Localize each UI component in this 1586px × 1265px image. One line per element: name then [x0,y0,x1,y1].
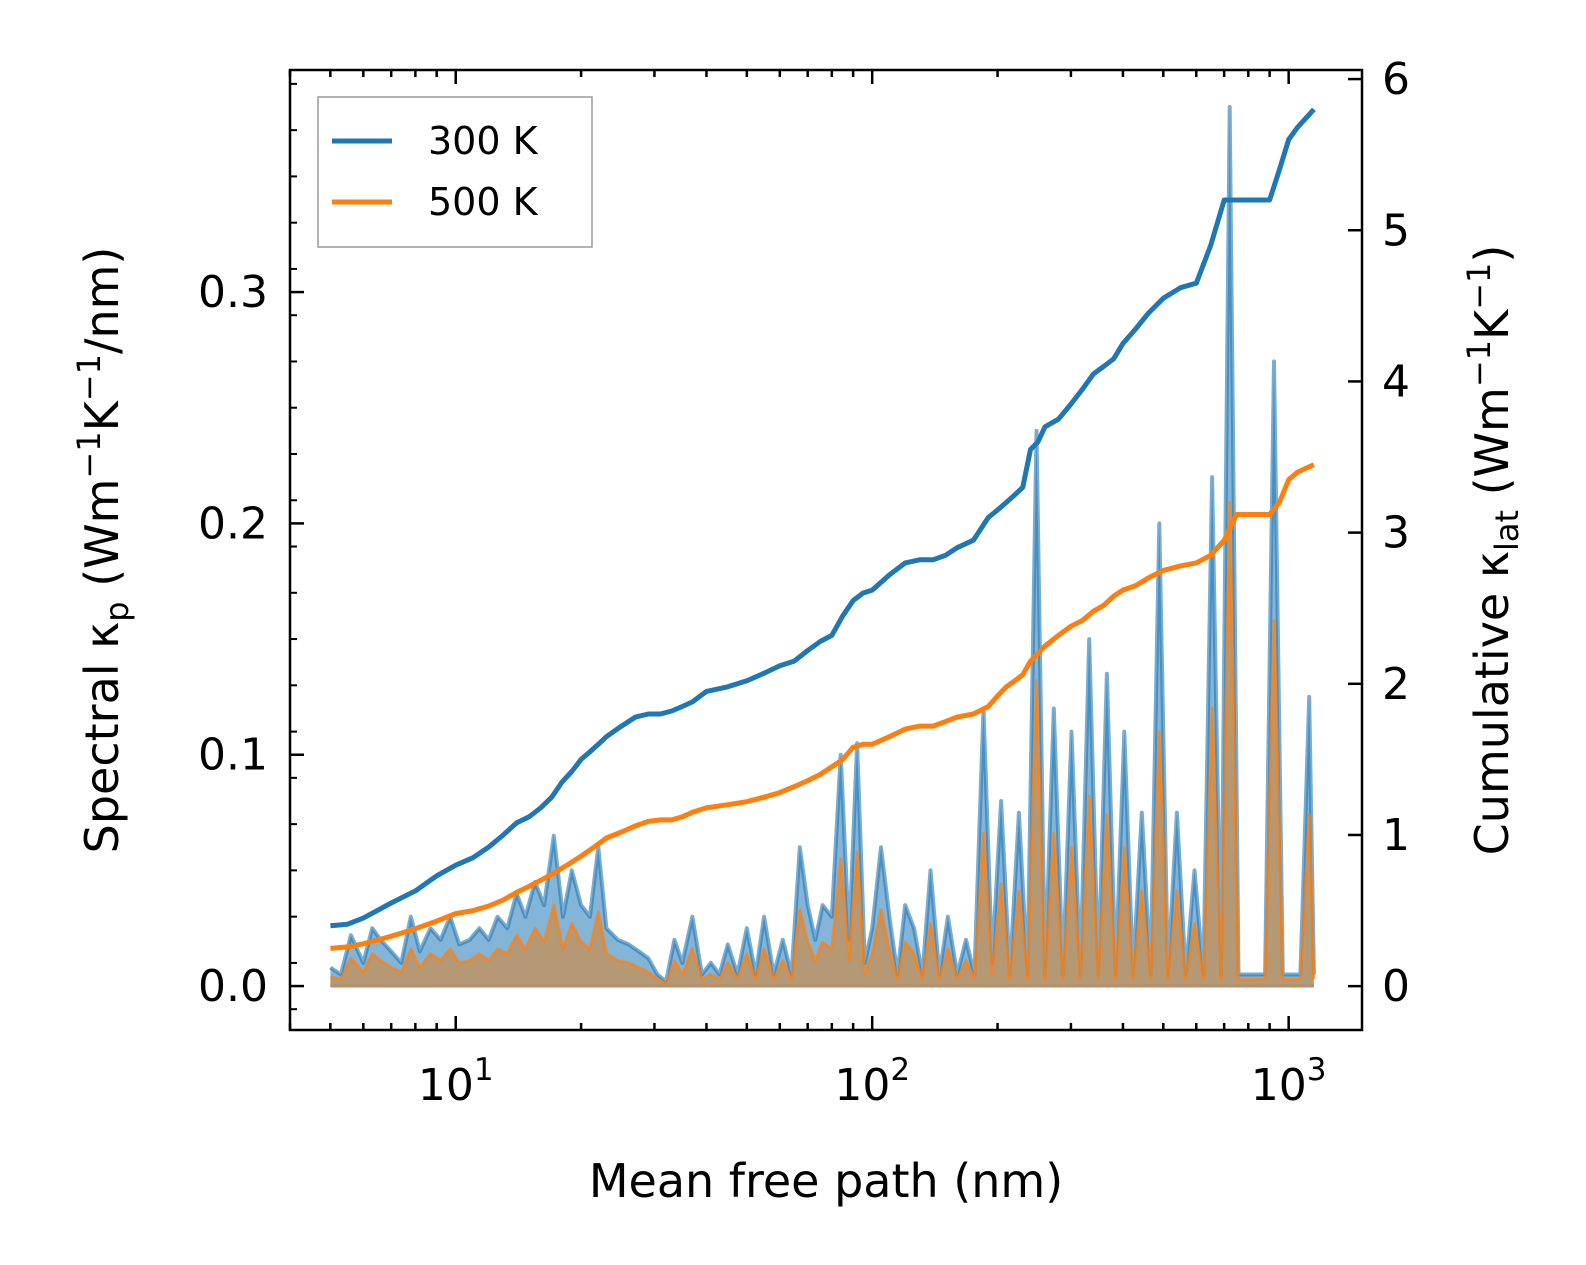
xtick-label: 102 [834,1052,910,1111]
ytick-label-right: 1 [1382,810,1410,861]
spectral-edge-500k [330,501,1316,986]
ytick-label-right: 0 [1382,961,1410,1012]
ytick-label-left: 0.2 [198,498,268,549]
axis-ticks: 0.0 0.1 0.2 0.3 0 1 2 3 4 5 6 101 102 103 [198,54,1410,1111]
xtick-label: 103 [1251,1052,1327,1111]
x-axis-label: Mean free path (nm) [589,1154,1063,1208]
plot-frame [288,68,1364,1032]
ytick-label-right: 2 [1382,659,1410,710]
xtick-label: 101 [418,1052,494,1111]
y-axis-label-left: Spectral κp (Wm−1K−1/nm) [70,247,136,854]
ytick-label-right: 5 [1382,205,1410,256]
legend: 300 K 500 K [317,96,593,248]
spectral-edge-300k [329,105,1316,984]
legend-box [317,96,593,248]
cumulative-line-300k [330,107,1316,929]
ytick-label-right: 3 [1382,508,1410,559]
ytick-label-right: 4 [1382,356,1410,407]
ytick-label-right: 6 [1382,54,1410,105]
ytick-label-left: 0.1 [198,730,268,781]
cumulative-line-500k [330,462,1315,951]
legend-label-300k: 300 K [428,119,539,163]
spectral-area-500k [330,502,1314,986]
y-axis-label-right: Cumulative κlat (Wm−1K−1) [1460,245,1526,856]
legend-label-500k: 500 K [428,180,539,224]
plot-content [329,105,1316,988]
ytick-label-left: 0.3 [198,267,268,318]
ytick-label-left: 0.0 [198,961,268,1012]
